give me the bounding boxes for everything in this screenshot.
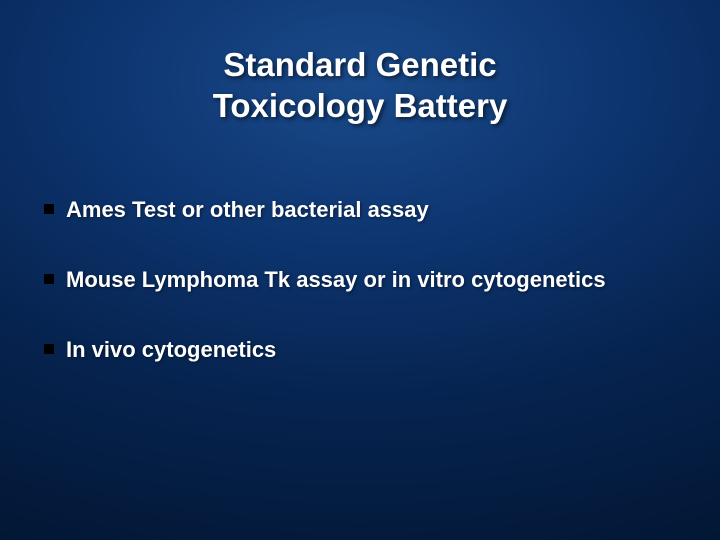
bullet-list: Ames Test or other bacterial assay Mouse… <box>36 197 684 363</box>
slide-title: Standard Genetic Toxicology Battery <box>36 44 684 127</box>
slide-container: Standard Genetic Toxicology Battery Ames… <box>0 0 720 540</box>
title-line-1: Standard Genetic <box>116 44 604 85</box>
list-item: In vivo cytogenetics <box>42 337 684 363</box>
title-line-2: Toxicology Battery <box>116 85 604 126</box>
list-item: Ames Test or other bacterial assay <box>42 197 684 223</box>
list-item: Mouse Lymphoma Tk assay or in vitro cyto… <box>42 267 684 293</box>
